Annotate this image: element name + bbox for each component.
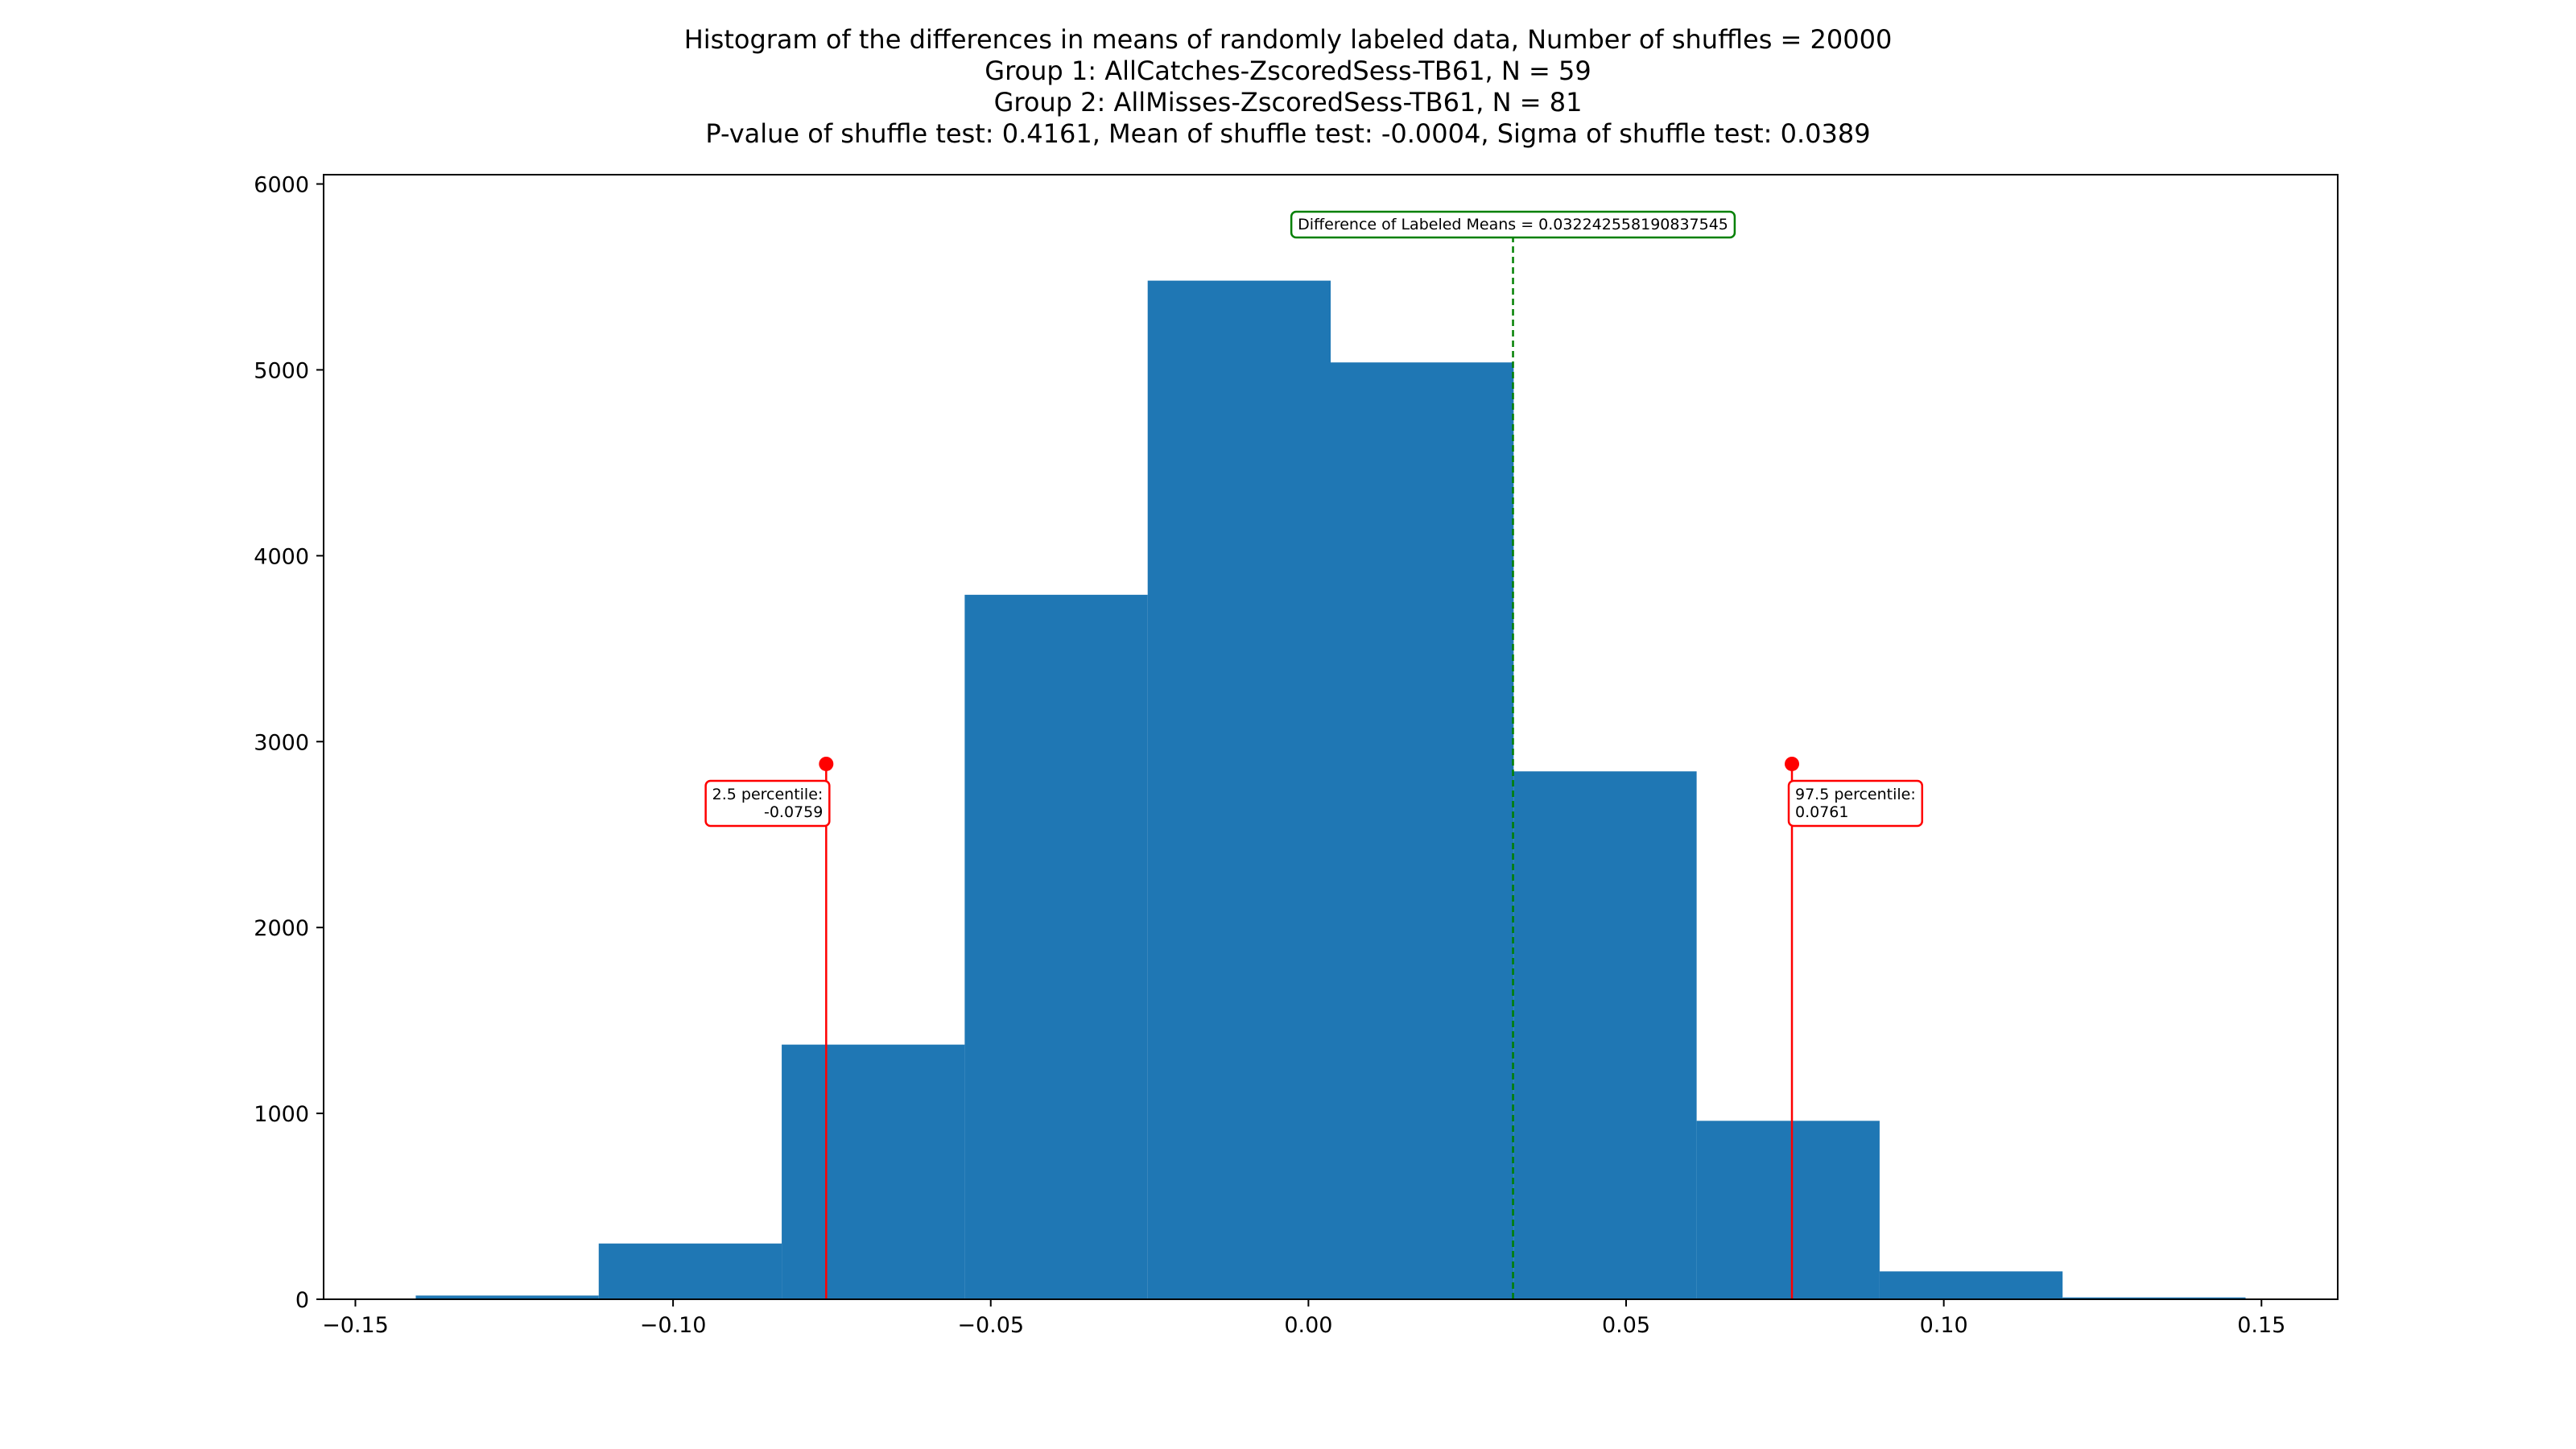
- low-percentile-label-line-1: 2.5 percentile:: [712, 786, 824, 803]
- chart-title: Histogram of the differences in means of…: [684, 24, 1893, 149]
- x-tick-label: 0.05: [1602, 1313, 1650, 1338]
- observed-difference-label: Difference of Labeled Means = 0.03224255…: [1298, 216, 1728, 233]
- title-line-3: Group 2: AllMisses-ZscoredSess-TB61, N =…: [994, 87, 1583, 118]
- y-tick-label: 5000: [254, 358, 309, 383]
- histogram-bars: [415, 280, 2246, 1300]
- title-line-4: P-value of shuffle test: 0.4161, Mean of…: [705, 118, 1870, 149]
- x-axis: −0.15 −0.10 −0.05 0.00 0.05 0.10 0.15: [322, 1299, 2285, 1338]
- histogram-bar: [415, 1295, 599, 1299]
- histogram-bar: [1879, 1271, 2063, 1299]
- low-percentile-marker: [819, 756, 834, 771]
- y-tick-label: 0: [295, 1288, 309, 1313]
- y-axis: 0 1000 2000 3000 4000 5000 6000: [254, 173, 324, 1313]
- high-percentile-label-line-1: 97.5 percentile:: [1795, 786, 1916, 803]
- y-tick-label: 6000: [254, 173, 309, 198]
- histogram-bar: [1696, 1121, 1880, 1299]
- high-percentile-label-line-2: 0.0761: [1795, 803, 1848, 821]
- axes-frame: [323, 174, 2339, 1300]
- histogram-bar: [1331, 362, 1514, 1300]
- y-tick-label: 2000: [254, 916, 309, 941]
- high-percentile-marker: [1785, 756, 1800, 771]
- histogram-bar: [782, 1044, 965, 1299]
- x-tick-label: 0.00: [1284, 1313, 1332, 1338]
- histogram-bar: [1513, 771, 1697, 1299]
- histogram-bar: [1147, 280, 1331, 1300]
- chart-annotations: Difference of Labeled Means = 0.03224255…: [704, 210, 1924, 1299]
- title-line-2: Group 1: AllCatches-ZscoredSess-TB61, N …: [985, 56, 1591, 86]
- x-tick-label: 0.10: [1920, 1313, 1968, 1338]
- low-percentile-box: [704, 779, 831, 828]
- y-tick-label: 1000: [254, 1102, 309, 1127]
- histogram-bar: [598, 1243, 782, 1299]
- x-tick-label: −0.10: [640, 1313, 707, 1338]
- x-tick-label: −0.15: [322, 1313, 389, 1338]
- high-percentile-box: [1787, 779, 1924, 828]
- histogram-bar: [964, 594, 1148, 1299]
- x-tick-label: −0.05: [957, 1313, 1024, 1338]
- y-tick-label: 4000: [254, 544, 309, 569]
- low-percentile-label-line-2: -0.0759: [764, 803, 823, 821]
- x-tick-label: 0.15: [2237, 1313, 2285, 1338]
- y-tick-label: 3000: [254, 730, 309, 755]
- title-line-1: Histogram of the differences in means of…: [684, 24, 1893, 55]
- observed-difference-box: [1290, 210, 1736, 239]
- histogram-bar: [2062, 1297, 2246, 1299]
